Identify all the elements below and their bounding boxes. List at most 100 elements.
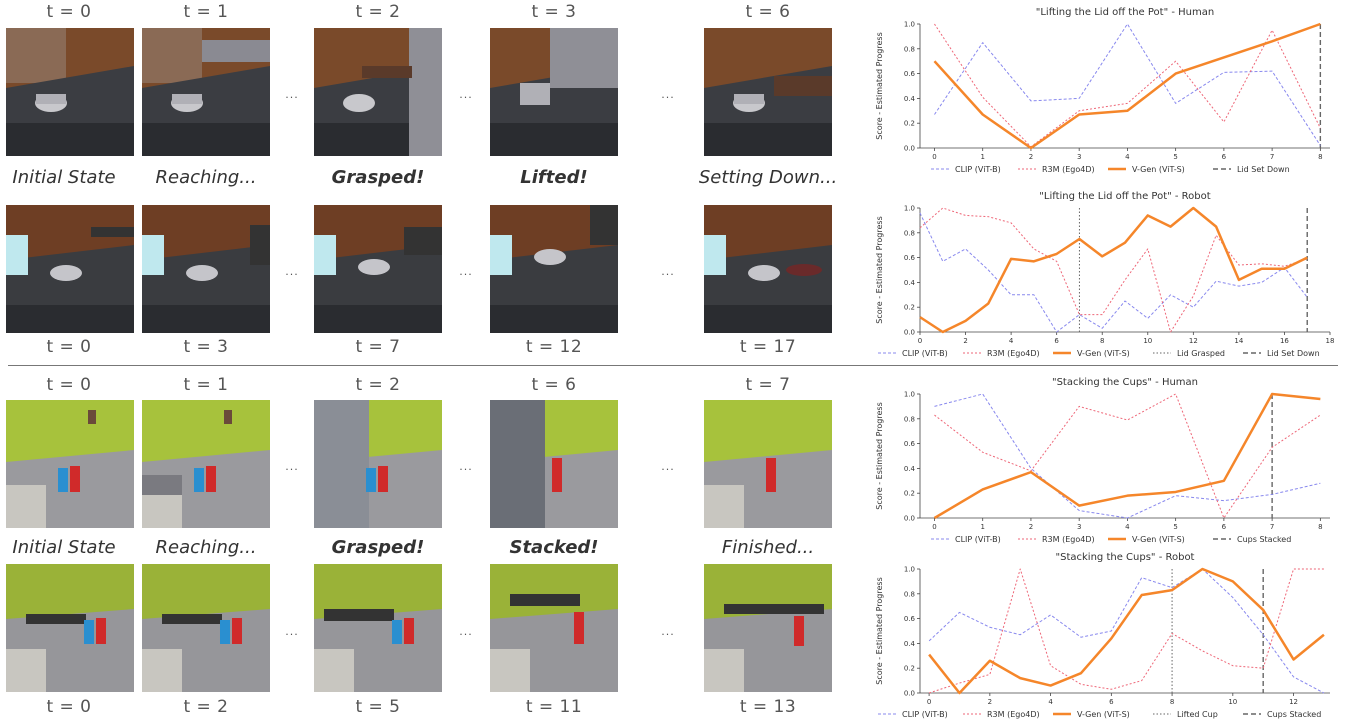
robot-time-label: t = 3 [183,337,229,357]
human-video-frame [6,28,134,156]
robot-time-label: t = 12 [525,337,583,357]
stage-caption: Lifted! [520,167,588,188]
y-tick-label: 0.6 [904,615,916,623]
x-tick-label: 12 [1289,698,1298,706]
robot-kitchen-image [314,205,442,333]
x-tick-label: 10 [1143,337,1152,345]
x-tick-label: 5 [1173,153,1177,161]
legend-label: CLIP (ViT-B) [955,535,1001,544]
x-tick-label: 6 [1054,337,1059,345]
ellipsis: ... [459,265,473,278]
series-line-vgen [928,567,1325,695]
legend-label: Cups Stacked [1267,710,1321,719]
y-tick-label: 0.6 [904,254,916,262]
x-tick-label: 0 [932,523,936,531]
series-line-r3m [919,207,1308,333]
robot-video-frame [314,205,442,333]
chart-cups-human: "Stacking the Cups" - Human Score - Estim… [868,372,1340,552]
robot-sink-image [314,564,442,692]
x-tick-label: 0 [932,153,936,161]
stage-caption: Grasped! [331,167,425,188]
stage-caption: Reaching... [155,537,257,558]
x-tick-label: 6 [1222,523,1227,531]
kitchen-counter-image [490,28,618,156]
human-video-frame [704,400,832,528]
kitchen-counter-image [704,28,832,156]
y-tick-label: 0.6 [904,440,916,448]
x-tick-label: 7 [1270,523,1274,531]
y-tick-label: 0.4 [904,279,916,287]
y-tick-label: 0.8 [904,45,915,53]
legend-label: R3M (Ego4D) [1042,165,1095,174]
human-time-label: t = 6 [531,375,577,395]
y-tick-label: 0.0 [904,329,915,337]
robot-video-frame [704,564,832,692]
chart-title: "Stacking the Cups" - Human [1052,377,1198,388]
sink-cups-image [704,400,832,528]
chart-title: "Stacking the Cups" - Robot [1056,552,1195,563]
x-tick-label: 16 [1280,337,1289,345]
legend-label: CLIP (ViT-B) [902,710,948,719]
y-tick-label: 0.8 [904,415,915,423]
y-tick-label: 0.4 [904,465,916,473]
y-tick-label: 0.4 [904,640,916,648]
human-time-label: t = 0 [46,375,92,395]
chart-lid-human: "Lifting the Lid off the Pot" - Human Sco… [868,2,1340,182]
human-video-frame [142,400,270,528]
series-line-clip [934,23,1321,146]
kitchen-counter-image [6,28,134,156]
robot-video-frame [6,205,134,333]
robot-sink-image [142,564,270,692]
ellipsis: ... [661,460,675,473]
robot-sink-image [704,564,832,692]
robot-time-label: t = 7 [355,337,401,357]
stage-caption: Grasped! [331,537,425,558]
legend-label: Cups Stacked [1237,535,1291,544]
legend-label: V-Gen (ViT-S) [1077,710,1130,719]
legend-label: R3M (Ego4D) [1042,535,1095,544]
ellipsis: ... [459,625,473,638]
sink-cups-image [6,400,134,528]
series-line-r3m [928,568,1324,694]
sink-cups-image [142,400,270,528]
legend-label: V-Gen (ViT-S) [1132,165,1185,174]
ellipsis: ... [285,460,299,473]
robot-time-label: t = 5 [355,697,401,717]
robot-kitchen-image [6,205,134,333]
ellipsis: ... [661,625,675,638]
sink-cups-image [314,400,442,528]
x-tick-label: 2 [1029,153,1033,161]
human-video-frame [490,28,618,156]
legend-label: CLIP (ViT-B) [902,349,948,358]
series-line-r3m [934,23,1321,148]
kitchen-counter-image [142,28,270,156]
robot-time-label: t = 11 [525,697,583,717]
human-time-label: t = 1 [183,375,229,395]
section-divider [8,365,1338,366]
series-line-clip [934,393,1321,519]
x-tick-label: 5 [1173,523,1177,531]
x-tick-label: 2 [988,698,992,706]
x-tick-label: 10 [1228,698,1237,706]
legend-label: Lid Set Down [1237,165,1290,174]
ellipsis: ... [459,88,473,101]
x-tick-label: 4 [1009,337,1014,345]
x-tick-label: 12 [1189,337,1198,345]
x-tick-label: 3 [1077,523,1081,531]
sink-cups-image [490,400,618,528]
y-axis-label: Score - Estimated Progress [875,577,884,684]
x-tick-label: 8 [1170,698,1174,706]
ellipsis: ... [285,88,299,101]
stage-caption: Reaching... [155,167,257,188]
legend-label: V-Gen (ViT-S) [1132,535,1185,544]
human-time-label: t = 3 [531,2,577,22]
y-tick-label: 1.0 [904,21,915,29]
legend-label: R3M (Ego4D) [987,710,1040,719]
y-axis-label: Score - Estimated Progress [875,402,884,509]
ellipsis: ... [661,265,675,278]
y-tick-label: 0.4 [904,95,916,103]
chart-cups-robot: "Stacking the Cups" - Robot Score - Estim… [868,547,1340,725]
series-line-vgen [919,206,1308,334]
chart-title: "Lifting the Lid off the Pot" - Human [1036,7,1214,18]
x-tick-label: 8 [1318,153,1322,161]
